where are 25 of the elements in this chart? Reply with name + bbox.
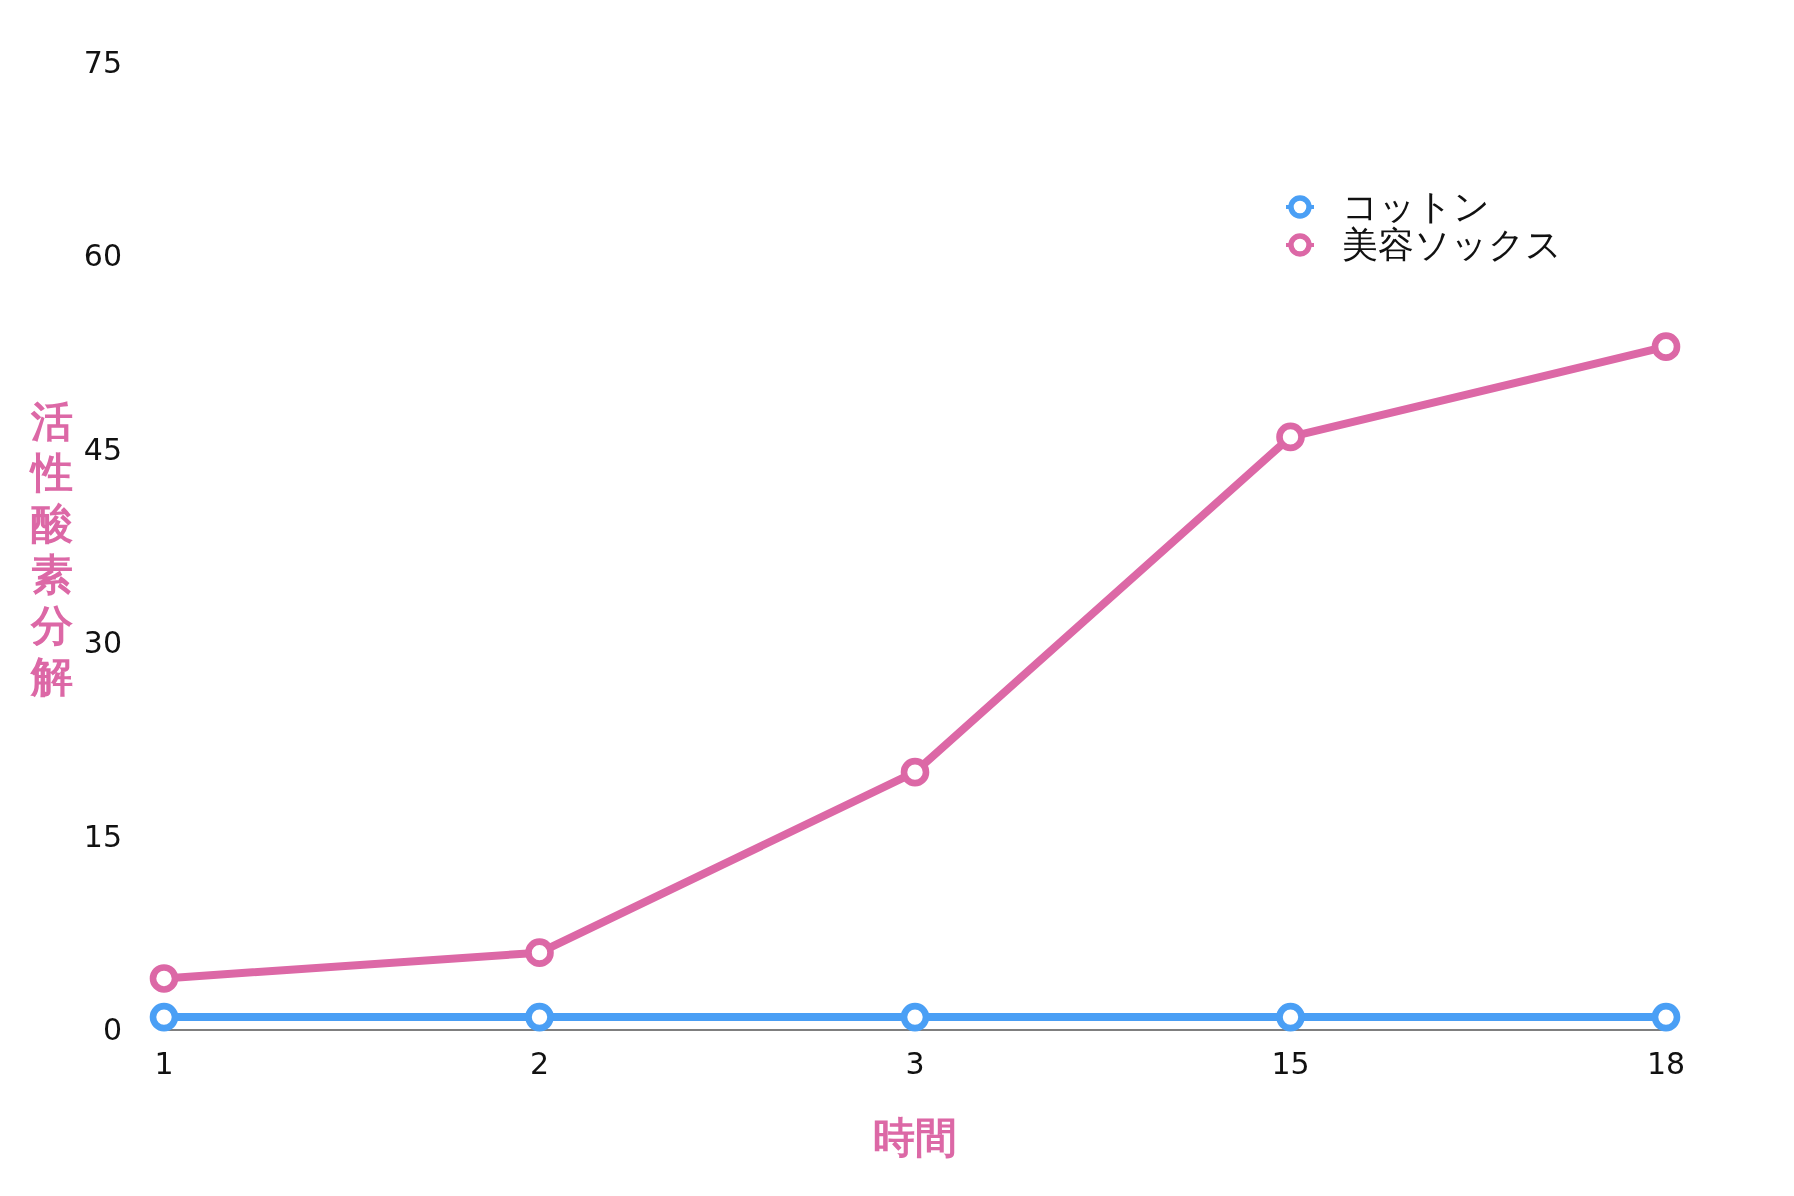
x-tick-label: 2 bbox=[529, 1046, 550, 1081]
point bbox=[1276, 1002, 1305, 1032]
y-tick-label: 30 bbox=[83, 625, 122, 661]
legend-label: 美容ソックス bbox=[1342, 224, 1562, 265]
point bbox=[1651, 1002, 1681, 1032]
point bbox=[149, 1002, 179, 1032]
x-tick-label: 18 bbox=[1646, 1046, 1686, 1081]
point bbox=[525, 1002, 554, 1032]
point bbox=[1276, 422, 1305, 452]
y-tick-label: 15 bbox=[83, 818, 122, 854]
point bbox=[1651, 332, 1681, 361]
y-tick-label: 75 bbox=[83, 45, 122, 80]
legend-label: コットン bbox=[1342, 186, 1490, 227]
y-tick-label: 45 bbox=[83, 431, 122, 467]
point bbox=[900, 757, 930, 787]
x-tick-label: 15 bbox=[1271, 1046, 1310, 1081]
point bbox=[525, 938, 554, 967]
y-tick-label: 60 bbox=[83, 238, 122, 274]
x-tick-label: 3 bbox=[905, 1046, 925, 1081]
x-tick-label: 1 bbox=[154, 1046, 174, 1081]
point bbox=[900, 1002, 930, 1032]
y-axis-title: 活性酸素分解 bbox=[29, 396, 73, 701]
y-tick-label: 0 bbox=[102, 1012, 122, 1047]
x-axis-title: 時間 bbox=[873, 1113, 957, 1162]
point bbox=[149, 964, 179, 993]
